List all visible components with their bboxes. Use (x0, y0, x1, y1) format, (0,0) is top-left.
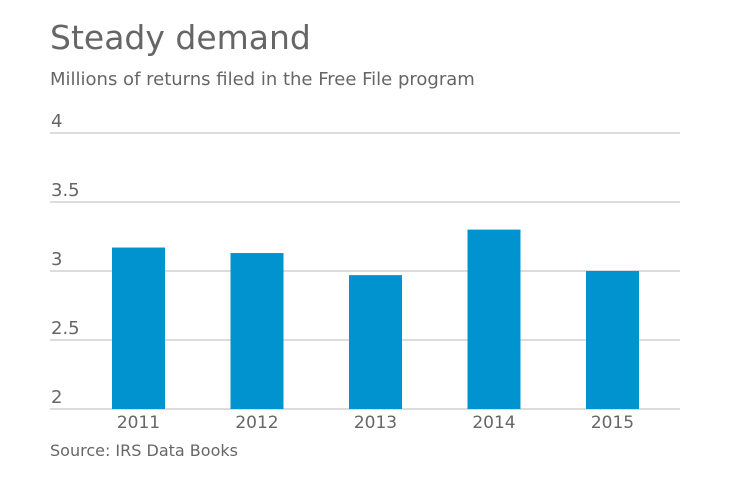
source-note: Source: IRS Data Books (50, 441, 238, 460)
y-tick-label: 2 (51, 387, 62, 408)
bar-2011 (112, 247, 165, 409)
x-tick-label: 2013 (354, 413, 397, 433)
y-tick-label: 2.5 (51, 318, 80, 339)
chart-subtitle: Millions of returns filed in the Free Fi… (50, 69, 475, 90)
x-tick-label: 2012 (235, 413, 278, 433)
y-tick-label: 3.5 (51, 180, 80, 201)
x-tick-label: 2015 (591, 413, 634, 433)
bar-2014 (467, 229, 521, 409)
x-tick-label: 2011 (117, 413, 160, 433)
y-tick-label: 4 (51, 111, 62, 132)
chart-title: Steady demand (50, 18, 311, 57)
bar-2012 (230, 253, 284, 409)
y-tick-label: 3 (51, 249, 62, 270)
bar-2015 (586, 271, 639, 409)
x-tick-label: 2014 (472, 413, 515, 433)
bar-2013 (349, 275, 402, 409)
